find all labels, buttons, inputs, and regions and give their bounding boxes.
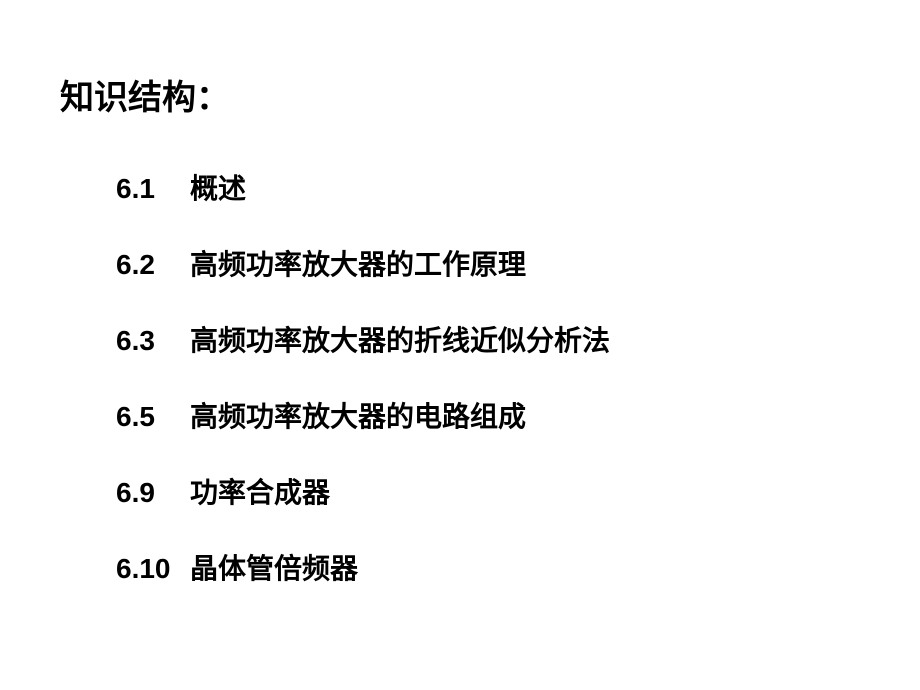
toc-title: 概述: [190, 167, 246, 207]
toc-number: 6.9: [116, 477, 190, 509]
toc-title: 高频功率放大器的工作原理: [190, 243, 526, 283]
page-heading: 知识结构：: [60, 70, 860, 119]
toc-list: 6.1 概述 6.2 高频功率放大器的工作原理 6.3 高频功率放大器的折线近似…: [60, 167, 860, 587]
toc-item: 6.3 高频功率放大器的折线近似分析法: [116, 319, 860, 359]
toc-number: 6.5: [116, 401, 190, 433]
toc-item: 6.2 高频功率放大器的工作原理: [116, 243, 860, 283]
toc-title: 晶体管倍频器: [190, 547, 358, 587]
toc-number: 6.1: [116, 173, 190, 205]
toc-item: 6.5 高频功率放大器的电路组成: [116, 395, 860, 435]
toc-title: 功率合成器: [190, 471, 330, 511]
toc-item: 6.9 功率合成器: [116, 471, 860, 511]
toc-item: 6.1 概述: [116, 167, 860, 207]
toc-number: 6.2: [116, 249, 190, 281]
toc-item: 6.10 晶体管倍频器: [116, 547, 860, 587]
toc-number: 6.3: [116, 325, 190, 357]
toc-number: 6.10: [116, 553, 190, 585]
toc-title: 高频功率放大器的电路组成: [190, 395, 526, 435]
toc-title: 高频功率放大器的折线近似分析法: [190, 319, 610, 359]
